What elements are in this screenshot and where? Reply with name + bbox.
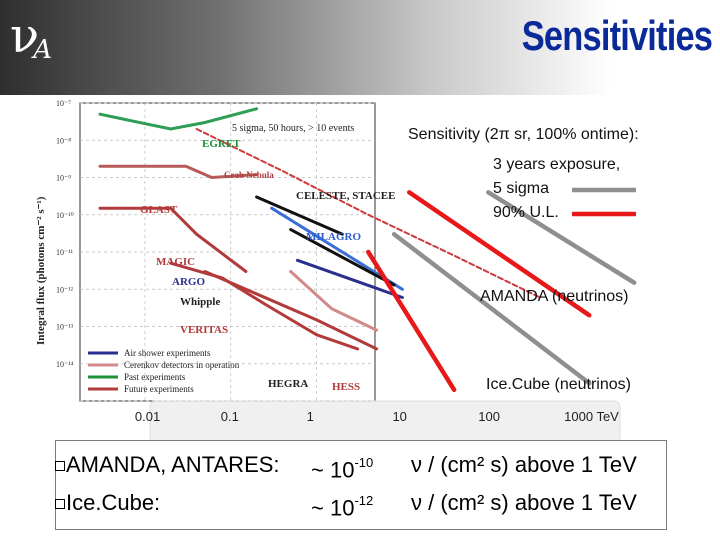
series-line-whipple	[289, 228, 396, 287]
legend-label: Past experiments	[124, 372, 186, 382]
x-tick-label: 1000 TeV	[564, 409, 619, 424]
series-line-crab-nebula	[195, 128, 541, 299]
sensitivity-heading: Sensitivity (2π sr, 100% ontime):	[408, 126, 639, 143]
bullet-row-icecube: Ice.Cube: ~ 10-12 ν / (cm² s) above 1 Te…	[55, 485, 666, 521]
overlay-group	[366, 187, 637, 393]
icecube-label: Ice.Cube (neutrinos)	[486, 376, 631, 393]
logo-subscript: A	[33, 35, 52, 65]
bullet-label: Ice.Cube:	[66, 490, 161, 515]
sensitivity-legend-line: 3 years exposure,	[493, 156, 620, 173]
x-tick-label: 1	[307, 409, 314, 424]
experiment-label: ARGO	[172, 276, 205, 288]
legend-label: Cerenkov detectors in operation	[124, 360, 240, 370]
label-group: 10⁻⁷ 10⁻⁸ 10⁻⁹ 10⁻¹⁰ 10⁻¹¹ 10⁻¹² 10⁻¹³ 10⁻¹⁴ 0.0…	[56, 99, 639, 424]
page-title: Sensitivities	[521, 12, 713, 59]
bullet-value-base: ~ 10	[311, 495, 355, 521]
series-line-glast	[98, 164, 259, 180]
x-tick-label: 0.1	[221, 409, 239, 424]
y-tick-label: 10⁻¹⁰	[56, 211, 74, 220]
legend-label: Future experiments	[124, 384, 194, 394]
y-axis-label: Integral flux (photons cm⁻² s⁻¹)	[35, 196, 47, 345]
series-line-celeste-stacee	[255, 195, 344, 236]
y-tick-label: 10⁻⁸	[56, 136, 71, 145]
bullet-label: AMANDA, ANTARES:	[66, 452, 280, 477]
experiment-label: HESS	[332, 381, 360, 393]
experiment-label: MAGIC	[156, 256, 195, 268]
series-line-argo	[296, 258, 404, 299]
experiment-label: Crab Nebula	[224, 170, 274, 180]
bullet-unit: ν / (cm² s) above 1 TeV	[411, 452, 637, 477]
logo-symbol: ν	[10, 8, 40, 64]
y-tick-label: 10⁻¹⁴	[56, 360, 74, 369]
experiment-label: MILAGRO	[306, 231, 361, 243]
grid	[80, 102, 375, 402]
amanda-label: AMANDA (neutrinos)	[480, 288, 629, 305]
experiment-label: HEGRA	[268, 378, 308, 390]
series-line-magic	[98, 206, 248, 273]
series-line-egret	[98, 107, 259, 131]
overlay-line-ice-cube-5-sigma	[391, 231, 592, 386]
y-tick-label: 10⁻¹¹	[56, 248, 74, 257]
sensitivity-chart: 10⁻⁷ 10⁻⁸ 10⁻⁹ 10⁻¹⁰ 10⁻¹¹ 10⁻¹² 10⁻¹³ 10⁻¹⁴ 0.0…	[30, 97, 639, 444]
experiment-label: Whipple	[180, 296, 220, 308]
bullet-unit: ν / (cm² s) above 1 TeV	[411, 490, 637, 515]
inner-annotation: 5 sigma, 50 hours, > 10 events	[232, 123, 354, 134]
bullet-marker	[55, 499, 65, 509]
experiment-label: EGRET	[202, 138, 241, 150]
experiment-label: GLAST	[140, 204, 178, 216]
x-tick-label: 10	[392, 409, 406, 424]
y-tick-label: 10⁻⁷	[56, 99, 71, 108]
logo: νA	[10, 8, 58, 65]
legend-label: Air shower experiments	[124, 348, 211, 358]
sensitivity-legend-line: 5 sigma	[493, 180, 549, 197]
bullet-exponent: -10	[354, 455, 374, 470]
experiment-label: VERITAS	[180, 324, 228, 336]
y-tick-label: 10⁻⁹	[56, 174, 71, 183]
x-tick-label: 100	[478, 409, 500, 424]
bullet-value: ~ 10-12	[311, 485, 373, 526]
overlay-line-amanda-5-sigma	[486, 190, 637, 285]
series-line-hess	[203, 270, 379, 351]
series-group	[98, 107, 541, 351]
series-line-hegra	[289, 270, 379, 332]
x-tick-label: 0.01	[135, 409, 160, 424]
header-bar: νA Sensitivities	[0, 0, 720, 95]
y-tick-label: 10⁻¹²	[56, 285, 74, 294]
overlay-line-amanda-90-u-l-	[406, 190, 592, 318]
bullet-exponent: -12	[354, 493, 374, 508]
overlay-line-ice-cube-90-u-l-	[366, 249, 457, 393]
bullet-marker	[55, 461, 65, 471]
summary-box: AMANDA, ANTARES: ~ 10-10 ν / (cm² s) abo…	[55, 440, 667, 530]
legend: Air shower experiments Cerenkov detectors…	[88, 348, 240, 394]
bullet-value: ~ 10-10	[311, 447, 373, 488]
bullet-row-amanda: AMANDA, ANTARES: ~ 10-10 ν / (cm² s) abo…	[55, 447, 666, 483]
bullet-value-base: ~ 10	[311, 457, 355, 483]
y-tick-label: 10⁻¹³	[56, 323, 74, 332]
experiment-label: CELESTE, STACEE	[296, 190, 395, 202]
sensitivity-legend-line: 90% U.L.	[493, 204, 559, 221]
